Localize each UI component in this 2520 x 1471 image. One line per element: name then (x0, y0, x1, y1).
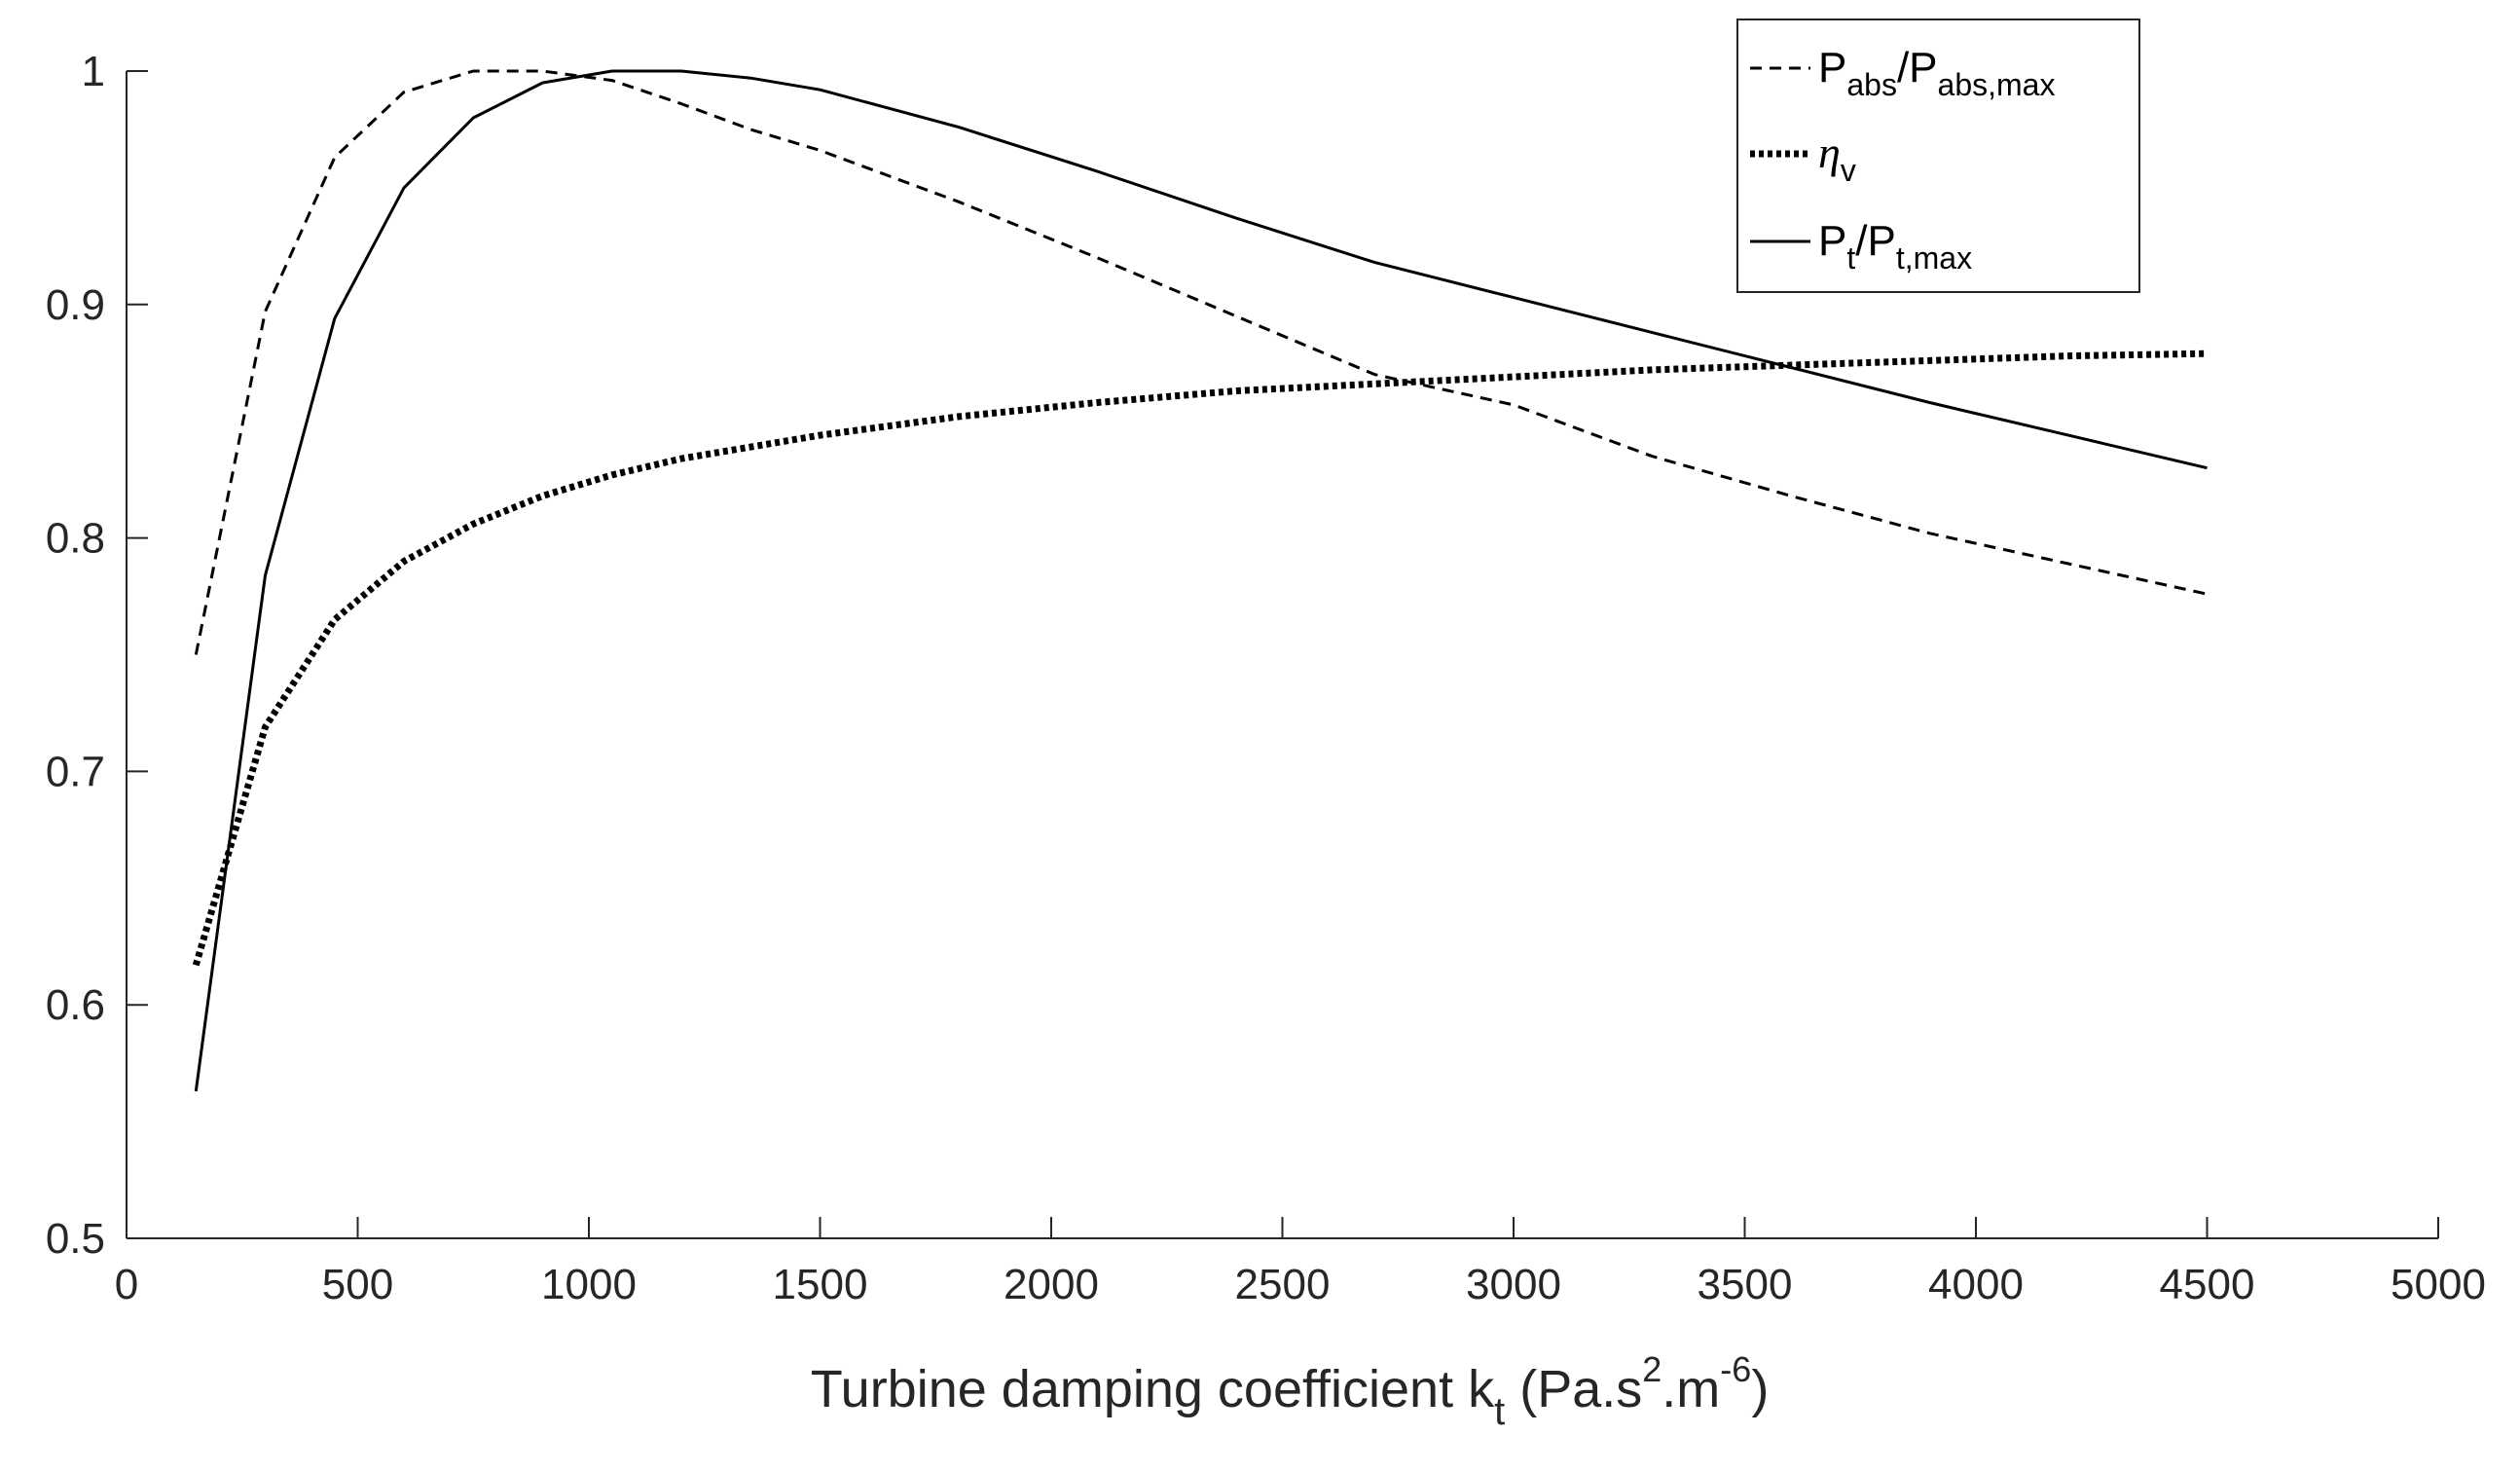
tick-labels: 0 500 1000 1500 2000 2500 3000 3500 4000 4500 5000… (46, 48, 2486, 1308)
y-tick-label: 0.6 (46, 981, 105, 1029)
series-line-eta (192, 349, 2208, 967)
x-tick-label: 3000 (1466, 1261, 1561, 1308)
x-axis-title: Turbine damping coefficient kt (Pa.s2.m-… (811, 1349, 1770, 1433)
x-tick-label: 4500 (2160, 1261, 2255, 1308)
y-tick-label: 0.7 (46, 748, 105, 795)
legend-label-pt: Pt/Pt,max (1818, 217, 1972, 276)
x-tick-label: 1500 (773, 1261, 868, 1308)
x-tick-label: 0 (115, 1261, 138, 1308)
x-tick-label: 1000 (541, 1261, 637, 1308)
y-tick-label: 0.9 (46, 281, 105, 329)
plot-lines (192, 69, 2208, 1092)
axes (126, 70, 2439, 1239)
x-tick-label: 500 (322, 1261, 393, 1308)
legend-label-pabs: Pabs/Pabs,max (1818, 44, 2055, 102)
legend-label-eta: ηv (1818, 128, 1856, 188)
y-tick-label: 0.8 (46, 515, 105, 563)
series-line-pabs (194, 69, 2208, 655)
x-tick-label: 2500 (1235, 1261, 1331, 1308)
series-line-pt (194, 69, 2208, 1092)
x-tick-label: 3500 (1698, 1261, 1793, 1308)
legend: Pabs/Pabs,max ηv Pt/Pt,max (1736, 18, 2140, 293)
y-tick-label: 0.5 (46, 1215, 105, 1263)
x-tick-label: 5000 (2391, 1261, 2486, 1308)
x-tick-label: 4000 (1928, 1261, 2024, 1308)
x-tick-label: 2000 (1004, 1261, 1099, 1308)
y-tick-label: 1 (82, 48, 105, 95)
